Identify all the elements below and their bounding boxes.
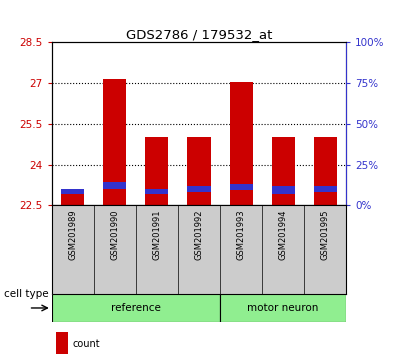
Bar xyxy=(145,137,168,205)
Bar xyxy=(103,182,127,189)
Text: GSM201990: GSM201990 xyxy=(110,210,119,260)
Bar xyxy=(187,186,211,192)
Bar xyxy=(230,82,253,205)
Text: GSM201991: GSM201991 xyxy=(152,210,162,260)
Bar xyxy=(52,294,220,322)
Text: GSM201993: GSM201993 xyxy=(236,210,246,261)
Bar xyxy=(187,137,211,205)
Text: GSM201994: GSM201994 xyxy=(279,210,288,260)
Title: GDS2786 / 179532_at: GDS2786 / 179532_at xyxy=(126,28,272,41)
Text: GSM201989: GSM201989 xyxy=(68,210,77,261)
Bar xyxy=(271,137,295,205)
Bar xyxy=(220,294,346,322)
Bar xyxy=(61,189,84,205)
Bar xyxy=(103,79,127,205)
Text: motor neuron: motor neuron xyxy=(248,303,319,313)
Text: GSM201992: GSM201992 xyxy=(195,210,203,260)
Text: reference: reference xyxy=(111,303,161,313)
Bar xyxy=(145,189,168,194)
Text: cell type: cell type xyxy=(4,289,49,299)
Bar xyxy=(314,186,337,192)
Text: GSM201995: GSM201995 xyxy=(321,210,330,260)
Bar xyxy=(61,189,84,194)
Bar xyxy=(230,184,253,190)
Bar xyxy=(56,332,68,354)
Bar xyxy=(314,137,337,205)
Bar xyxy=(271,186,295,194)
Text: count: count xyxy=(73,338,100,349)
